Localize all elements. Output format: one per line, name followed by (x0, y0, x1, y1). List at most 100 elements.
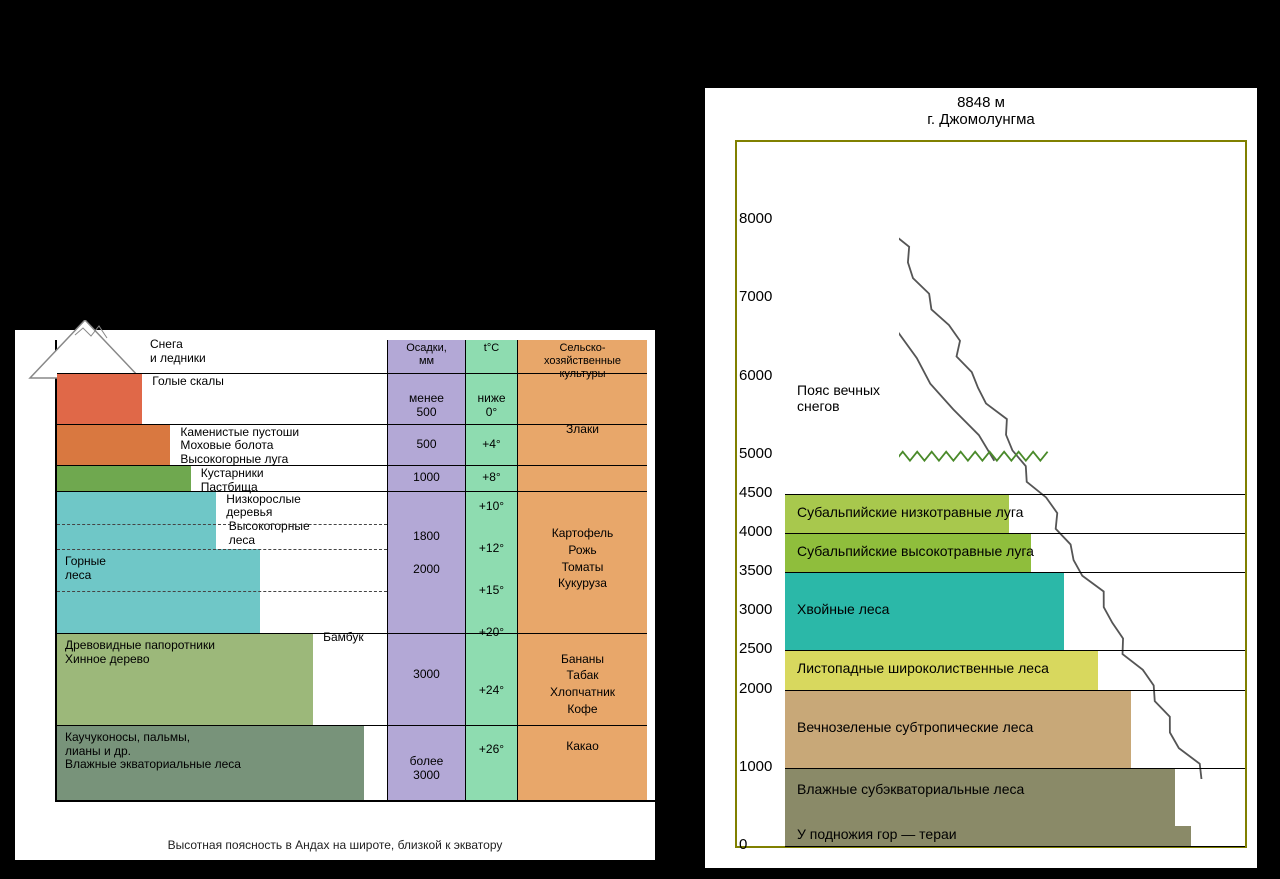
andes-column-divider (388, 725, 465, 726)
andes-zone-label: Древовидные папоротники Хинное дерево (65, 639, 215, 667)
andes-column-divider (518, 633, 647, 634)
andes-column-cell: 2000 (388, 562, 465, 576)
andes-column-divider (518, 465, 647, 466)
everest-inner: 8848 м г. Джомолунгма Пояс вечных снегов… (705, 88, 1257, 868)
andes-hline (57, 424, 387, 425)
andes-zone (57, 465, 191, 490)
everest-band-label: Субальпийские низкотравные луга (797, 504, 1241, 520)
andes-zone-label: Горные леса (65, 555, 106, 583)
andes-baseline (55, 800, 655, 802)
andes-zone (57, 491, 216, 550)
everest-ytick: 2000 (739, 680, 772, 697)
everest-band-label: Субальпийские высокотравные луга (797, 543, 1241, 559)
everest-ytick: 4000 (739, 523, 772, 540)
andes-column-header: Сельско- хозяйственные культуры (518, 340, 647, 382)
andes-column-divider (518, 491, 647, 492)
andes-zone-label: Низкорослые деревья (226, 493, 301, 521)
everest-hline (785, 846, 1245, 847)
andes-column-cell: +10° (466, 499, 517, 513)
everest-title: 8848 м г. Джомолунгма (705, 94, 1257, 128)
andes-column-cell: ниже 0° (466, 391, 517, 419)
everest-hline (785, 650, 1245, 651)
andes-crops-cell: Картофель Рожь Томаты Кукуруза (518, 525, 647, 592)
everest-ytick: 6000 (739, 367, 772, 384)
andes-hline (57, 633, 387, 634)
everest-band-label: Вечнозеленые субтропические леса (797, 719, 1241, 735)
andes-column-divider (518, 424, 647, 425)
andes-column-cell: 500 (388, 437, 465, 451)
andes-column-divider (388, 465, 465, 466)
andes-column-divider (466, 633, 517, 634)
andes-column-divider (466, 424, 517, 425)
andes-hline (57, 491, 387, 492)
andes-ytick: 4000 (0, 457, 11, 472)
everest-hline (785, 533, 1245, 534)
andes-column-cell: +8° (466, 470, 517, 484)
andes-column: t°Cниже 0°+4°+8°+10°+12°+15°+20°+24°+26° (465, 340, 517, 800)
everest-band-label: Листопадные широколиственные леса (797, 660, 1241, 676)
andes-zone-label: Каменистые пустоши Моховые болота Высоко… (180, 426, 299, 467)
everest-chart: 8848 м г. Джомолунгма Пояс вечных снегов… (705, 88, 1257, 868)
andes-column-cell: менее 500 (388, 391, 465, 419)
andes-column-divider (466, 465, 517, 466)
andes-ytick: 0 (0, 792, 11, 807)
andes-column: Осадки, ммменее 5005001000180020003000бо… (387, 340, 465, 800)
everest-ytick: 0 (739, 836, 747, 853)
andes-column-cell: 1800 (388, 529, 465, 543)
everest-hline (785, 768, 1245, 769)
andes-zone-area: Голые скалы Каменистые пустоши Моховые бо… (57, 340, 387, 800)
andes-column-divider (518, 373, 647, 374)
andes-column-cell: +4° (466, 437, 517, 451)
everest-band-label: Влажные субэкваториальные леса (797, 781, 1241, 797)
andes-dashed-line (57, 591, 387, 592)
andes-ytick: 2000 (0, 625, 11, 640)
andes-zone (57, 373, 142, 423)
andes-ytick: 5000 (0, 374, 11, 389)
andes-column-divider (466, 491, 517, 492)
everest-ytick: 3500 (739, 562, 772, 579)
andes-column-cell: +15° (466, 583, 517, 597)
andes-column-divider (518, 725, 647, 726)
andes-column-divider (388, 373, 465, 374)
everest-hline (785, 494, 1245, 495)
everest-ytick: 1000 (739, 758, 772, 775)
everest-band-label: Хвойные леса (797, 601, 1241, 617)
everest-ytick: 8000 (739, 210, 772, 227)
everest-band-label: Пояс вечных снегов (797, 382, 1241, 414)
andes-column-cell: 1000 (388, 470, 465, 484)
everest-ytick: 2500 (739, 640, 772, 657)
andes-ytick: 3000 (0, 541, 11, 556)
andes-caption: Высотная поясность в Андах на широте, бл… (15, 838, 655, 852)
andes-column-cell: 3000 (388, 667, 465, 681)
andes-column-header: t°C (466, 340, 517, 355)
andes-column-divider (466, 725, 517, 726)
andes-dashed-line (57, 524, 387, 525)
andes-hline (57, 725, 387, 726)
andes-column-divider (466, 373, 517, 374)
everest-band (785, 142, 899, 494)
everest-hline (785, 690, 1245, 691)
everest-ytick: 3000 (739, 601, 772, 618)
everest-band-label: У подножия гор — тераи (797, 826, 1241, 842)
everest-hline (785, 572, 1245, 573)
andes-dashed-line (57, 549, 387, 550)
andes-crops-cell: Какао (518, 738, 647, 755)
andes-crops-cell: Бананы Табак Хлопчатник Кофе (518, 651, 647, 718)
everest-ytick: 4500 (739, 484, 772, 501)
andes-columns: Осадки, ммменее 5005001000180020003000бо… (387, 340, 655, 800)
everest-title-elev: 8848 м (705, 94, 1257, 111)
andes-hline (57, 465, 387, 466)
andes-column: Сельско- хозяйственные культурыЗлакиКарт… (517, 340, 647, 800)
andes-hline (57, 373, 387, 374)
andes-column-divider (388, 424, 465, 425)
andes-zone-label: Голые скалы (152, 375, 224, 389)
andes-column-header: Осадки, мм (388, 340, 465, 368)
andes-zone (57, 424, 170, 466)
everest-ytick: 5000 (739, 445, 772, 462)
andes-column-cell: +26° (466, 742, 517, 756)
andes-chart: 010002000300040005000 Снега и ледники Го… (15, 330, 655, 860)
andes-column-cell: +24° (466, 683, 517, 697)
andes-column-cell: +12° (466, 541, 517, 555)
andes-inner: 010002000300040005000 Снега и ледники Го… (15, 330, 655, 860)
andes-column-divider (388, 633, 465, 634)
